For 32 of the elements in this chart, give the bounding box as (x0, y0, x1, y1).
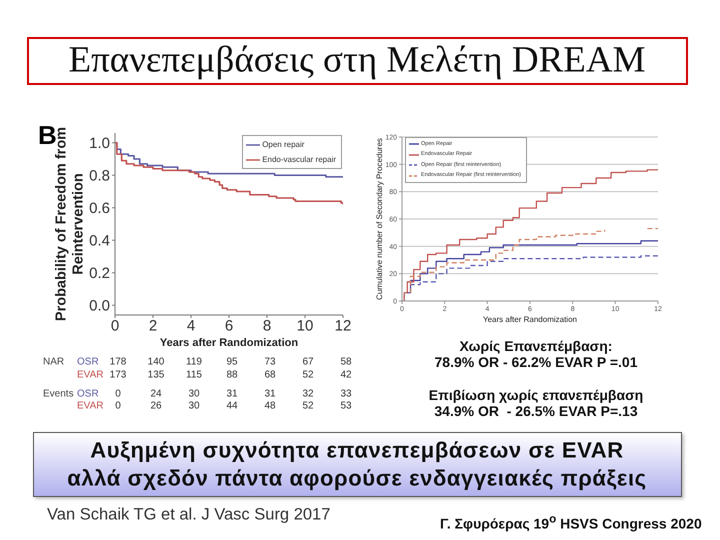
y-tick-label: 0.0 (89, 298, 110, 315)
legend-label: Endo-vascular repair (262, 154, 336, 166)
y-tick-label: 0.8 (89, 168, 110, 185)
x-tick-label: 12 (334, 318, 352, 335)
text: EVAR 173 135 115 88 68 52 42 (77, 369, 352, 380)
x-axis-title: Years after Randomization (483, 315, 577, 324)
chart-title: Επανεπεμβάσεις στη Μελέτη DREAM (68, 40, 646, 82)
x-tick-label: 4 (186, 318, 196, 335)
text: αλλά σχεδόν πάντα αφορούσε ενδαγγειακές πράξεις (67, 465, 647, 491)
legend-label: Open repair (262, 139, 304, 151)
text: Αυξημένη συχνότητα επανεπεμβάσεων σε EVAR (90, 437, 624, 463)
text: Events (43, 388, 74, 400)
text: OSR 178 140 119 95 73 67 58 (77, 356, 352, 368)
x-axis-title: Years after Randomization (160, 337, 298, 349)
text: 34.9% OR - 26.5% EVAR P=.13 (434, 402, 638, 420)
text: 78.9% OR - 62.2% EVAR P =.01 (434, 354, 638, 370)
text: Van Schaik TG et al. J Vasc Surg 2017 (47, 506, 330, 524)
y-tick-label: 1.0 (89, 135, 110, 152)
text: Γ. Σφυρόερας 19$^{ο}$ HSVS Congress 2020 (440, 512, 702, 532)
y-tick-label: 0.2 (89, 265, 110, 282)
x-tick-label: 2 (148, 318, 158, 335)
x-tick-label: 10 (296, 318, 314, 335)
x-tick-label: 8 (262, 318, 272, 335)
text: NAR (43, 356, 64, 368)
text: EVAR 0 26 30 44 48 52 53 (77, 400, 352, 412)
text: Χωρίς Επανεπέμβαση: (460, 338, 612, 354)
y-tick-label: 0.4 (89, 232, 110, 250)
text: Επιβίωση χωρίς επανεπέμβαση (428, 386, 644, 404)
text: OSR 0 24 30 31 31 32 33 (77, 388, 352, 400)
y-axis-title: Cumulative number of Secondary Procedures (375, 137, 385, 302)
y-tick-label: 0.6 (89, 200, 110, 218)
x-tick-label: 6 (224, 318, 234, 335)
